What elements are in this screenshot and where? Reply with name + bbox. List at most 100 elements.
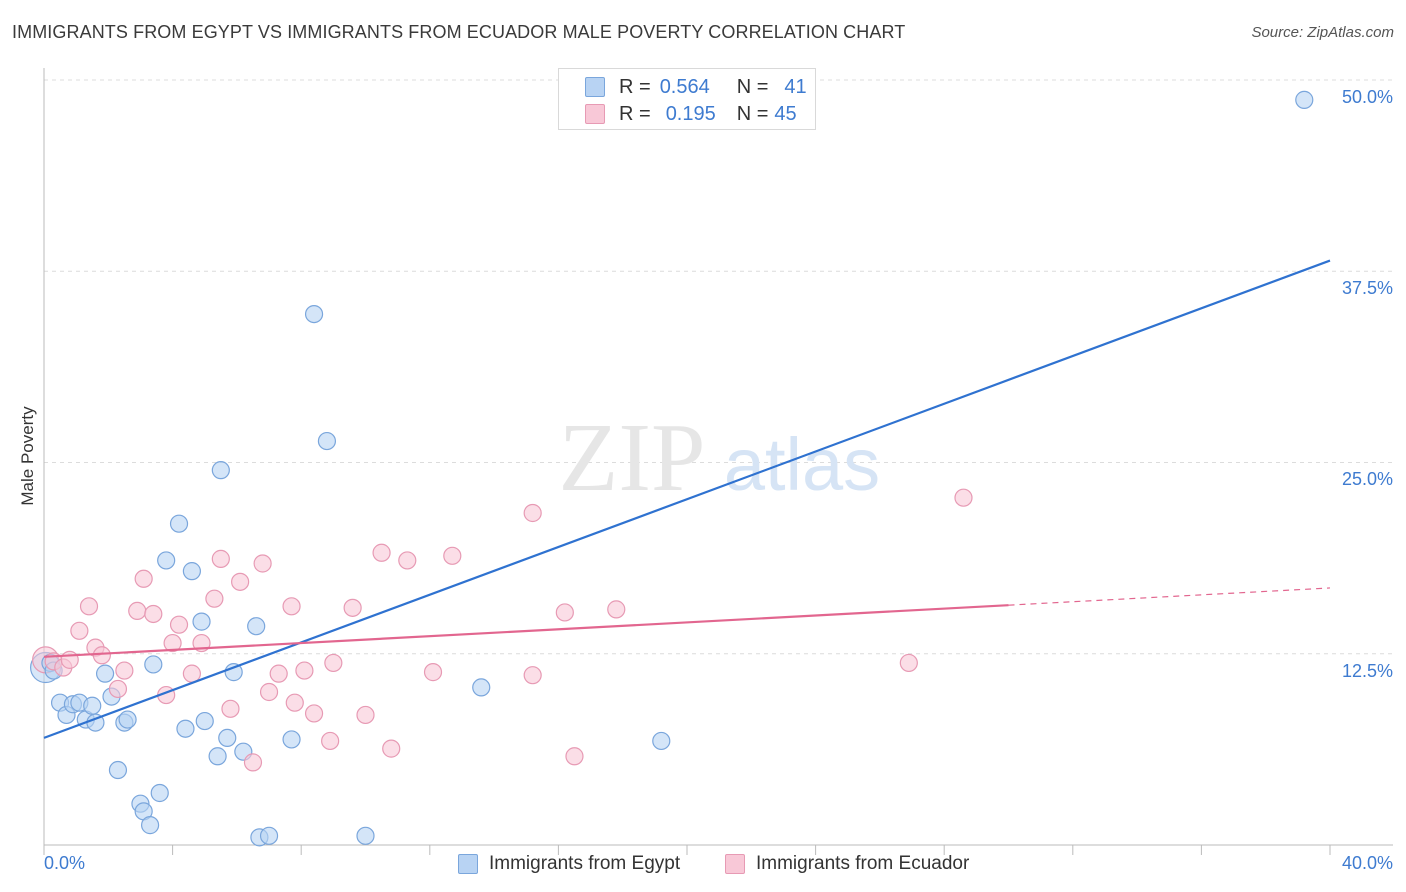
- legend-row-egypt: R = 0.564 N = 41: [559, 74, 807, 100]
- x-tick-label-start: 0.0%: [44, 853, 85, 873]
- ecuador-point: [954, 488, 973, 507]
- egypt-point: [247, 617, 266, 636]
- egypt-point: [472, 678, 491, 697]
- ecuador-point: [169, 615, 189, 634]
- ecuador-point: [115, 661, 134, 680]
- chart-title: IMMIGRANTS FROM EGYPT VS IMMIGRANTS FROM…: [12, 22, 906, 42]
- ecuador-point: [285, 693, 304, 712]
- ecuador-point: [295, 661, 314, 680]
- egypt-point: [218, 728, 237, 748]
- ecuador-point: [899, 653, 918, 673]
- egypt-point: [150, 783, 169, 803]
- ecuador-point: [253, 554, 272, 573]
- egypt-point: [1295, 90, 1314, 109]
- ecuador-point: [205, 589, 224, 608]
- ecuador-trend-line-extension: [1008, 587, 1331, 606]
- y-tick-label-50: 50.0%: [1342, 87, 1393, 107]
- legend-r-label: R =: [619, 102, 651, 125]
- ecuador-point: [108, 679, 128, 699]
- ecuador-point: [523, 666, 542, 685]
- ecuador-point: [92, 646, 111, 665]
- legend-r-value-egypt: 0.564: [659, 75, 710, 98]
- egypt-point: [176, 719, 195, 738]
- bottom-legend-egypt: Immigrants from Egypt: [458, 851, 680, 877]
- correlation-legend: R = 0.564 N = 41 R = 0.195 N = 45: [558, 68, 816, 130]
- bottom-legend-label-ecuador: Immigrants from Ecuador: [756, 853, 970, 874]
- axis-layer: [43, 68, 1393, 855]
- egypt-point: [208, 747, 227, 766]
- ecuador-point: [343, 598, 362, 617]
- ecuador-point: [128, 601, 147, 621]
- trend-layer: [43, 259, 1331, 739]
- egypt-point: [182, 562, 201, 581]
- egypt-point: [224, 663, 243, 682]
- ecuador-point: [523, 503, 542, 523]
- bottom-legend-ecuador: Immigrants from Ecuador: [725, 851, 969, 877]
- bottom-legend-swatch-ecuador: [725, 854, 745, 874]
- legend-r-value-ecuador: 0.195: [665, 102, 716, 125]
- legend-r-label: R =: [619, 75, 651, 98]
- ecuador-point: [423, 663, 443, 682]
- egypt-point: [108, 760, 128, 780]
- ecuador-point: [382, 739, 401, 758]
- ecuador-point: [182, 664, 201, 683]
- egypt-point: [304, 304, 324, 324]
- y-axis-label: Male Poverty: [18, 406, 37, 506]
- egypt-point: [169, 514, 189, 533]
- ecuador-point: [144, 604, 163, 624]
- y-tick-label-25: 25.0%: [1342, 469, 1393, 489]
- ecuador-point: [211, 549, 230, 568]
- legend-n-value-egypt: 41: [784, 75, 807, 98]
- ecuador-point: [372, 543, 391, 562]
- y-tick-label-12-5: 12.5%: [1342, 661, 1393, 681]
- egypt-point: [157, 551, 176, 570]
- bottom-legend-swatch-egypt: [458, 854, 478, 874]
- legend-row-ecuador: R = 0.195 N = 45: [559, 101, 797, 127]
- ecuador-point: [269, 664, 288, 683]
- x-tick-label-end: 40.0%: [1342, 853, 1393, 873]
- tick-label-layer: 0.0% 40.0% 12.5% 25.0% 37.5% 50.0%: [44, 87, 1393, 873]
- egypt-point: [95, 664, 115, 683]
- ecuador-point: [398, 551, 417, 570]
- ecuador-trend-line: [43, 604, 1009, 658]
- ecuador-point: [163, 633, 182, 653]
- source-note: Source: ZipAtlas.com: [1251, 24, 1394, 41]
- ecuador-point: [321, 731, 340, 751]
- ecuador-point: [356, 705, 375, 725]
- egypt-point: [83, 696, 102, 715]
- ecuador-point: [60, 650, 79, 669]
- egypt-point: [211, 461, 230, 480]
- legend-n-label: N =: [736, 102, 769, 125]
- egypt-point: [192, 612, 211, 631]
- ecuador-point: [324, 653, 343, 673]
- egypt-point: [282, 730, 301, 749]
- egypt-point: [652, 731, 671, 751]
- y-tick-label-37-5: 37.5%: [1342, 278, 1393, 298]
- egypt-trend-line: [43, 259, 1331, 739]
- ecuador-point: [243, 753, 263, 772]
- ecuador-point: [70, 621, 89, 640]
- legend-swatch-ecuador: [585, 104, 605, 124]
- watermark-zip: ZIP: [559, 404, 706, 512]
- egypt-point: [140, 816, 160, 835]
- ecuador-point: [555, 603, 574, 622]
- egypt-point: [144, 655, 163, 674]
- egypt-point: [356, 826, 375, 845]
- ecuador-point: [221, 699, 240, 718]
- ecuador-point: [443, 546, 462, 565]
- ecuador-point: [231, 572, 250, 591]
- ecuador-point: [259, 682, 279, 702]
- ecuador-point: [304, 704, 324, 723]
- egypt-point: [317, 431, 337, 451]
- legend-n-value-ecuador: 45: [774, 102, 797, 125]
- ecuador-point: [134, 569, 153, 588]
- legend-swatch-egypt: [585, 77, 605, 97]
- egypt-point: [118, 710, 137, 729]
- bottom-legend-label-egypt: Immigrants from Egypt: [489, 853, 681, 874]
- ecuador-point: [79, 597, 99, 616]
- ecuador-point: [282, 597, 301, 616]
- egypt-point: [259, 826, 279, 845]
- grid-layer: [44, 79, 1393, 655]
- watermark: ZIP atlas: [559, 404, 881, 512]
